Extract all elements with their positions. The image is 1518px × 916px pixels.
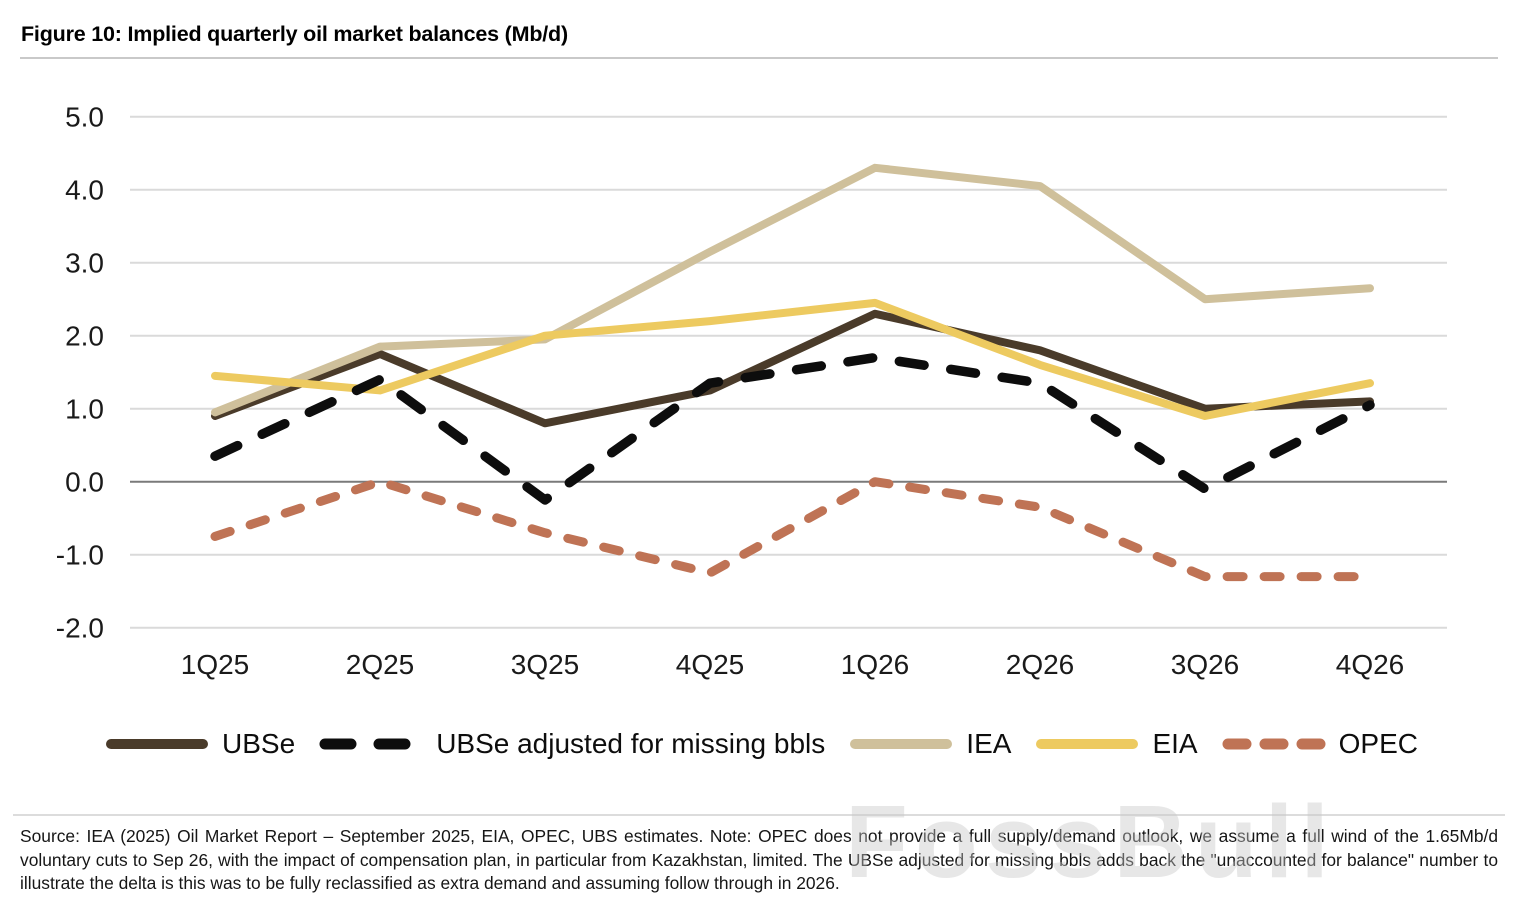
y-axis-tick-label: 1.0 <box>65 394 104 425</box>
legend-label-ubse: UBSe <box>222 728 296 759</box>
legend-label-eia: EIA <box>1152 728 1198 759</box>
series-line-ubse <box>210 352 1375 505</box>
legend-label-iea: IEA <box>966 728 1012 759</box>
source-note: Source: IEA (2025) Oil Market Report – S… <box>20 826 1498 894</box>
legend-item-iea: IEA <box>849 728 1011 760</box>
x-axis-tick-label: 2Q25 <box>346 649 415 680</box>
title-divider <box>20 57 1498 59</box>
series-line-opec <box>210 477 1375 582</box>
chart-legend: UBSe UBSe adjusted for missing bbls IEA … <box>105 722 1418 766</box>
iea-line-swatch <box>849 736 953 752</box>
ubse-line-swatch <box>105 736 209 752</box>
y-axis-tick-label: 3.0 <box>65 248 104 279</box>
x-axis-tick-label: 1Q26 <box>841 649 910 680</box>
legend-item-eia: EIA <box>1035 728 1198 760</box>
series-line-ubse <box>211 309 1374 428</box>
y-axis-tick-label: 2.0 <box>65 321 104 352</box>
figure-title: Figure 10: Implied quarterly oil market … <box>21 22 568 46</box>
x-axis-tick-label: 1Q25 <box>181 649 250 680</box>
x-axis-tick-label: 4Q26 <box>1336 649 1405 680</box>
legend-item-ubse: UBSe <box>105 728 295 760</box>
series-line-iea <box>211 163 1374 417</box>
legend-label-opec: OPEC <box>1338 728 1418 759</box>
opec-dash-swatch <box>1222 736 1326 752</box>
y-axis-tick-label: -2.0 <box>56 613 104 644</box>
legend-item-ubse-adjusted: UBSe adjusted for missing bbls <box>319 728 825 760</box>
eia-line-swatch <box>1035 736 1139 752</box>
x-axis-tick-label: 4Q25 <box>676 649 745 680</box>
footer-divider <box>13 814 1505 816</box>
ubse-adjusted-dash-swatch <box>319 736 423 752</box>
y-axis-tick-label: 4.0 <box>65 175 104 206</box>
x-axis-tick-label: 3Q26 <box>1171 649 1240 680</box>
x-axis-tick-label: 2Q26 <box>1006 649 1075 680</box>
x-axis-tick-label: 3Q25 <box>511 649 580 680</box>
y-axis-tick-label: -1.0 <box>56 540 104 571</box>
y-axis-tick-label: 0.0 <box>65 467 104 498</box>
legend-label-ubse-adjusted: UBSe adjusted for missing bbls <box>436 728 826 759</box>
legend-item-opec: OPEC <box>1222 728 1418 760</box>
y-axis-tick-label: 5.0 <box>65 102 104 133</box>
series-line-eia <box>211 298 1374 420</box>
